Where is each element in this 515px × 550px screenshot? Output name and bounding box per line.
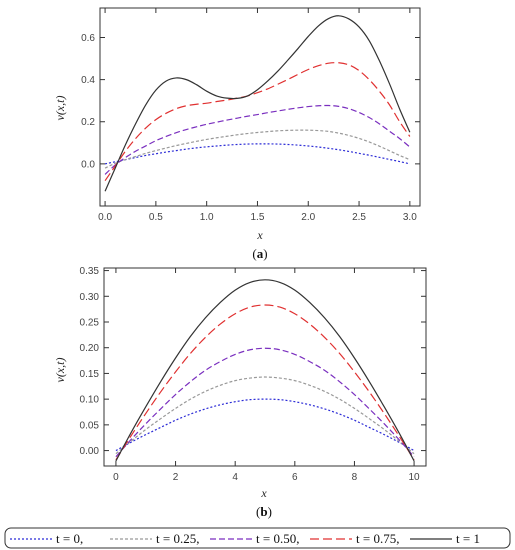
y-tick-label-b: 0.05 [80, 420, 100, 431]
x-axis-label-b: x [260, 486, 267, 500]
series-line-a-2 [104, 104, 411, 175]
x-tick-label-b: 2 [173, 472, 179, 483]
legend-label-0: t = 0, [56, 531, 83, 546]
y-tick-label-a: 0.6 [81, 33, 95, 44]
caption-a-letter: a [257, 246, 264, 261]
legend: t = 0, t = 0.25, t = 0.50, t = 0.75, t = 1 [4, 527, 511, 549]
y-tick-label-a: 0.4 [81, 75, 95, 86]
series-line-b-0 [115, 398, 415, 452]
y-axis-label-a: v(x,t) [53, 96, 67, 121]
series-line-b-1 [115, 376, 415, 455]
plot-frame-a [99, 7, 421, 207]
x-tick-label-a: 1.0 [200, 212, 214, 223]
ticks-b: 0 2 4 6 8 10 0.00 0.05 0.10 0.15 0.20 0.25 0.30 0.35 [80, 266, 426, 483]
y-tick-label-b: 0.30 [80, 292, 100, 303]
caption-b: (b) [256, 504, 272, 519]
legend-items: t = 0, t = 0.25, t = 0.50, t = 0.75, t = 1 [10, 531, 480, 546]
series-line-b-4 [115, 279, 415, 462]
x-tick-label-a: 0.5 [149, 212, 163, 223]
series-line-b-3 [115, 304, 415, 461]
y-tick-label-a: 0.2 [81, 117, 95, 128]
x-tick-label-a: 2.0 [301, 212, 315, 223]
y-axis-label-b: v(x,t) [53, 358, 67, 383]
y-tick-label-b: 0.20 [80, 343, 100, 354]
caption-b-letter: b [260, 504, 267, 519]
legend-label-3: t = 0.75, [356, 531, 399, 546]
series-line-a-4 [104, 15, 411, 192]
x-tick-label-a: 3.0 [403, 212, 417, 223]
series-line-a-3 [104, 62, 411, 182]
legend-label-2: t = 0.50, [256, 531, 299, 546]
panel-b: 0 2 4 6 8 100.000.050.100.150.200.250.300.35 … [53, 266, 427, 519]
y-tick-label-b: 0.15 [80, 369, 100, 380]
x-tick-label-b: 0 [113, 472, 119, 483]
y-tick-label-b: 0.00 [80, 446, 100, 457]
ticks-a: 0.0 0.5 1.0 1.5 2.0 2.5 3.0 0.0 0.2 0.4 0.6 [81, 8, 420, 223]
x-tick-label-b: 6 [292, 472, 298, 483]
series-line-b-2 [115, 347, 415, 458]
x-tick-label-a: 0.0 [98, 212, 112, 223]
x-axis-label-a: x [256, 228, 263, 242]
series-line-a-1 [104, 129, 411, 169]
x-tick-label-b: 4 [232, 472, 238, 483]
series-line-a-0 [104, 143, 410, 165]
caption-a: (a) [252, 246, 267, 261]
legend-label-4: t = 1 [456, 531, 480, 546]
y-tick-label-a: 0.0 [81, 159, 95, 170]
x-tick-label-b: 8 [352, 472, 358, 483]
x-tick-label-b: 10 [409, 472, 421, 483]
legend-box [4, 527, 511, 549]
y-tick-label-b: 0.10 [80, 395, 100, 406]
lines-b [115, 279, 415, 462]
plot-frame-b [103, 267, 427, 467]
legend-label-1: t = 0.25, [156, 531, 199, 546]
panel-a: 0.0 0.5 1.0 1.5 2.0 2.5 3.0 0.0 0.2 0.4 0.6 v(x,t)… [53, 7, 421, 261]
y-tick-label-b: 0.35 [80, 266, 100, 277]
y-tick-label-b: 0.25 [80, 318, 100, 329]
x-tick-label-a: 2.5 [352, 212, 366, 223]
x-tick-label-a: 1.5 [251, 212, 265, 223]
lines-a [104, 15, 411, 192]
